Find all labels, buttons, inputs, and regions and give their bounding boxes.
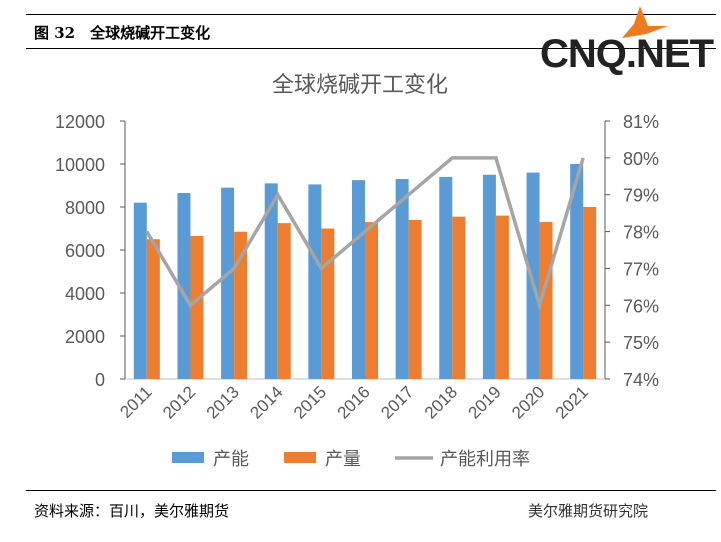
right-tick-label: 74%: [623, 370, 659, 390]
source-note: 资料来源：百川，美尔雅期货: [34, 502, 230, 520]
bar-capacity: [526, 172, 540, 379]
chart: 全球烧碱开工变化 0 2000 4000 6000 8000 10000 12000 74% 75…: [55, 72, 659, 469]
right-tick-label: 76%: [623, 296, 659, 316]
figure-rule: [26, 48, 716, 49]
chart-title: 全球烧碱开工变化: [272, 72, 448, 97]
right-tick-label: 78%: [623, 223, 659, 243]
legend-label: 产能利用率: [440, 449, 530, 469]
right-tick-label: 79%: [623, 186, 659, 206]
x-tick-label: 2012: [159, 382, 199, 422]
right-tick-label: 81%: [623, 112, 659, 132]
x-tick-label: 2014: [246, 382, 286, 422]
bar-production: [321, 228, 335, 379]
bar-capacity: [177, 193, 191, 379]
bar-production: [583, 207, 597, 379]
x-tick-label: 2019: [465, 382, 505, 422]
logo: CNQ.NET: [540, 4, 720, 76]
bar-production: [408, 219, 422, 379]
right-tick-label: 77%: [623, 259, 659, 279]
bar-capacity: [570, 164, 584, 379]
bar-capacity: [482, 174, 496, 379]
left-tick-label: 2000: [65, 327, 105, 347]
bar-production: [452, 216, 466, 379]
watermark: 美尔雅期货研究院: [528, 503, 649, 520]
legend-swatch: [284, 452, 316, 463]
figure-label: 图 32 全球烧碱开工变化: [34, 24, 211, 42]
right-tick-label: 75%: [623, 333, 659, 353]
x-tick-label: 2020: [508, 382, 548, 422]
bottom-rule: [26, 490, 716, 491]
bar-production: [495, 215, 509, 379]
left-tick-label: 12000: [55, 112, 105, 132]
bar-production: [190, 236, 204, 379]
bar-capacity: [221, 187, 235, 379]
x-tick-label: 2017: [377, 382, 417, 422]
bar-production: [234, 231, 248, 379]
right-tick-label: 80%: [623, 149, 659, 169]
logo-star-icon: [622, 6, 668, 38]
x-tick-label: 2021: [552, 382, 592, 422]
left-tick-label: 6000: [65, 241, 105, 261]
bar-production: [365, 222, 378, 379]
legend-swatch: [172, 452, 204, 463]
legend-label: 产量: [325, 449, 361, 469]
x-tick-label: 2011: [116, 382, 155, 421]
x-tick-label: 2015: [290, 382, 330, 422]
x-tick-label: 2018: [421, 382, 461, 422]
logo-text: CNQ.NET: [540, 32, 714, 76]
bar-capacity: [352, 180, 365, 379]
x-tick-label: 2013: [203, 382, 243, 422]
top-rule: [26, 14, 716, 15]
line-utilization: [145, 156, 585, 312]
bar-production: [539, 222, 553, 379]
bar-capacity: [308, 184, 322, 379]
left-tick-label: 10000: [55, 155, 105, 175]
bar-capacity: [133, 202, 147, 379]
bar-capacity: [395, 179, 409, 379]
left-tick-label: 4000: [65, 284, 105, 304]
legend-label: 产能: [213, 449, 249, 469]
x-tick-label: 2016: [334, 382, 374, 422]
bar-production: [146, 239, 160, 379]
left-tick-label: 8000: [65, 198, 105, 218]
left-tick-label: 0: [95, 370, 105, 390]
bar-production: [277, 223, 291, 379]
bar-capacity: [264, 183, 278, 379]
bar-capacity: [439, 176, 453, 379]
